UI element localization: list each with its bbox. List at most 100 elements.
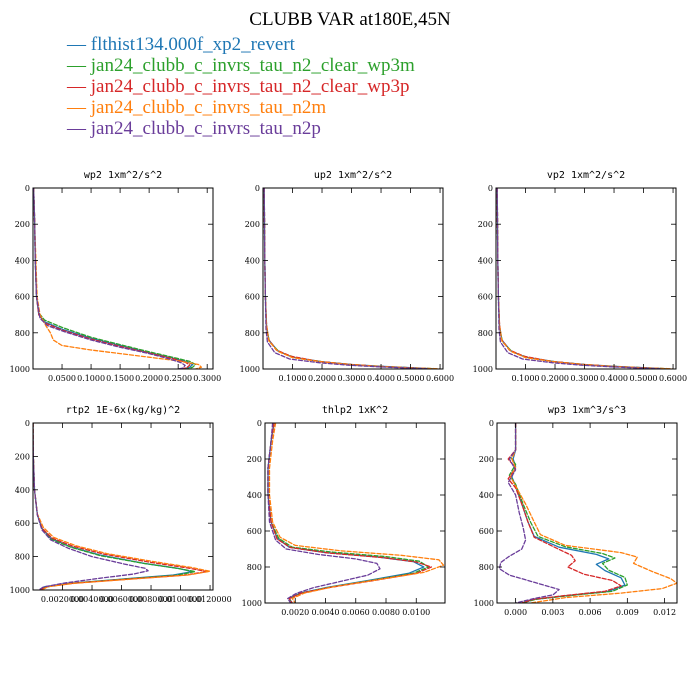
series-line [496, 188, 674, 369]
legend-entry: — flthist134.000f_xp2_revert [66, 34, 296, 55]
series-line [507, 423, 622, 603]
series-line [33, 423, 149, 590]
x-tick-label: 0.2000 [541, 374, 569, 383]
x-tick-label: 0.0120000 [188, 595, 231, 604]
chart-panel: thlp2 1xK^2 0 200 400 600 800 1000 0.0020 0.0040… [242, 405, 446, 617]
series-line [263, 188, 432, 369]
panel-title: rtp2 1E-6x(kg/kg)^2 [66, 405, 180, 416]
legend-entry: — jan24_clubb_c_invrs_tau_n2_clear_wp3m [66, 55, 415, 76]
y-tick-label: 400 [15, 486, 30, 495]
panel-title: wp2 1xm^2/s^2 [84, 170, 162, 181]
legend-entry: — jan24_clubb_c_invrs_tau_n2_clear_wp3p [66, 76, 409, 97]
x-tick-label: 0.2500 [164, 374, 192, 383]
y-tick-label: 400 [15, 256, 30, 265]
y-tick-label: 0 [257, 419, 262, 428]
series-line [33, 188, 197, 369]
series-line [498, 423, 560, 603]
x-tick-label: 0.009 [616, 608, 639, 617]
series-line [508, 423, 628, 603]
y-tick-label: 800 [478, 329, 493, 338]
x-tick-label: 0.4000 [600, 374, 628, 383]
y-tick-label: 0 [25, 419, 30, 428]
plot-frame [262, 187, 444, 370]
series-line [33, 423, 211, 590]
series-line [267, 423, 381, 603]
x-tick-label: 0.3000 [338, 374, 366, 383]
y-tick-label: 600 [478, 293, 493, 302]
y-tick-label: 1000 [10, 365, 30, 374]
y-tick-label: 600 [15, 293, 30, 302]
series-line [263, 188, 435, 369]
y-tick-label: 0 [489, 419, 494, 428]
x-tick-label: 0.1000 [77, 374, 105, 383]
x-tick-label: 0.012 [653, 608, 676, 617]
x-tick-label: 0.1500 [106, 374, 134, 383]
y-tick-label: 600 [247, 527, 262, 536]
panel-title: wp3 1xm^3/s^3 [548, 405, 626, 416]
y-tick-label: 600 [245, 293, 260, 302]
y-tick-label: 0 [255, 184, 260, 193]
y-tick-label: 200 [479, 455, 494, 464]
y-tick-label: 800 [479, 563, 494, 572]
legend: — flthist134.000f_xp2_revert— jan24_club… [66, 34, 415, 139]
x-tick-label: 0.2000 [135, 374, 163, 383]
series-line [33, 188, 203, 369]
y-tick-label: 0 [488, 184, 493, 193]
chart-panel: up2 1xm^2/s^2 0 200 400 600 800 1000 0.1000 0.20… [240, 170, 454, 383]
y-tick-label: 200 [245, 220, 260, 229]
series-line [511, 423, 626, 603]
figure-title: CLUBB VAR at180E,45N [249, 9, 451, 30]
chart-panel: wp2 1xm^2/s^2 0 200 400 600 800 1000 0.0500 0.10… [10, 170, 222, 383]
y-tick-label: 800 [247, 563, 262, 572]
y-tick-label: 800 [15, 553, 30, 562]
series-line [496, 188, 668, 369]
plot-frame [496, 422, 678, 604]
x-tick-label: 0.0500 [48, 374, 76, 383]
y-tick-label: 600 [479, 527, 494, 536]
x-tick-label: 0.0060000 [100, 595, 143, 604]
series-line [496, 188, 662, 369]
x-tick-label: 0.6000 [659, 374, 687, 383]
x-tick-label: 0.0040 [312, 608, 340, 617]
y-tick-label: 400 [245, 256, 260, 265]
y-tick-label: 200 [478, 220, 493, 229]
x-tick-label: 0.1000 [512, 374, 540, 383]
x-tick-label: 0.000 [504, 608, 527, 617]
panel-title: up2 1xm^2/s^2 [314, 170, 392, 181]
x-tick-label: 0.003 [541, 608, 564, 617]
y-tick-label: 400 [479, 491, 494, 500]
panel-title: vp2 1xm^2/s^2 [547, 170, 625, 181]
y-tick-label: 1000 [242, 599, 262, 608]
series-line [33, 188, 186, 369]
x-tick-label: 0.0040000 [70, 595, 113, 604]
series-line [268, 423, 445, 603]
x-tick-label: 0.0020 [281, 608, 309, 617]
legend-entry: — jan24_clubb_c_invrs_tau_n2p [66, 118, 321, 139]
y-tick-label: 0 [25, 184, 30, 193]
x-tick-label: 0.0080000 [129, 595, 172, 604]
x-tick-label: 0.2000 [308, 374, 336, 383]
y-tick-label: 400 [478, 256, 493, 265]
y-tick-label: 400 [247, 491, 262, 500]
series-line [496, 188, 671, 369]
plot-frame [495, 187, 677, 370]
y-tick-label: 600 [15, 519, 30, 528]
x-tick-label: 0.3000 [193, 374, 221, 383]
x-tick-label: 0.0020000 [41, 595, 84, 604]
panel-title: thlp2 1xK^2 [322, 405, 388, 416]
x-tick-label: 0.006 [579, 608, 602, 617]
chart-panel: wp3 1xm^3/s^3 0 200 400 600 800 1000 0.000 0.003… [474, 405, 678, 617]
x-tick-label: 0.0100 [402, 608, 430, 617]
plot-frame [32, 187, 214, 370]
chart-panel: rtp2 1E-6x(kg/kg)^2 0 200 400 600 800 1000 0.00… [10, 405, 232, 604]
y-tick-label: 1000 [240, 365, 260, 374]
x-tick-label: 0.0060 [342, 608, 370, 617]
series-line [33, 188, 194, 369]
y-tick-label: 200 [15, 452, 30, 461]
plot-frame [32, 422, 214, 591]
x-tick-label: 0.6000 [426, 374, 454, 383]
y-tick-label: 1000 [10, 586, 30, 595]
y-tick-label: 800 [245, 329, 260, 338]
